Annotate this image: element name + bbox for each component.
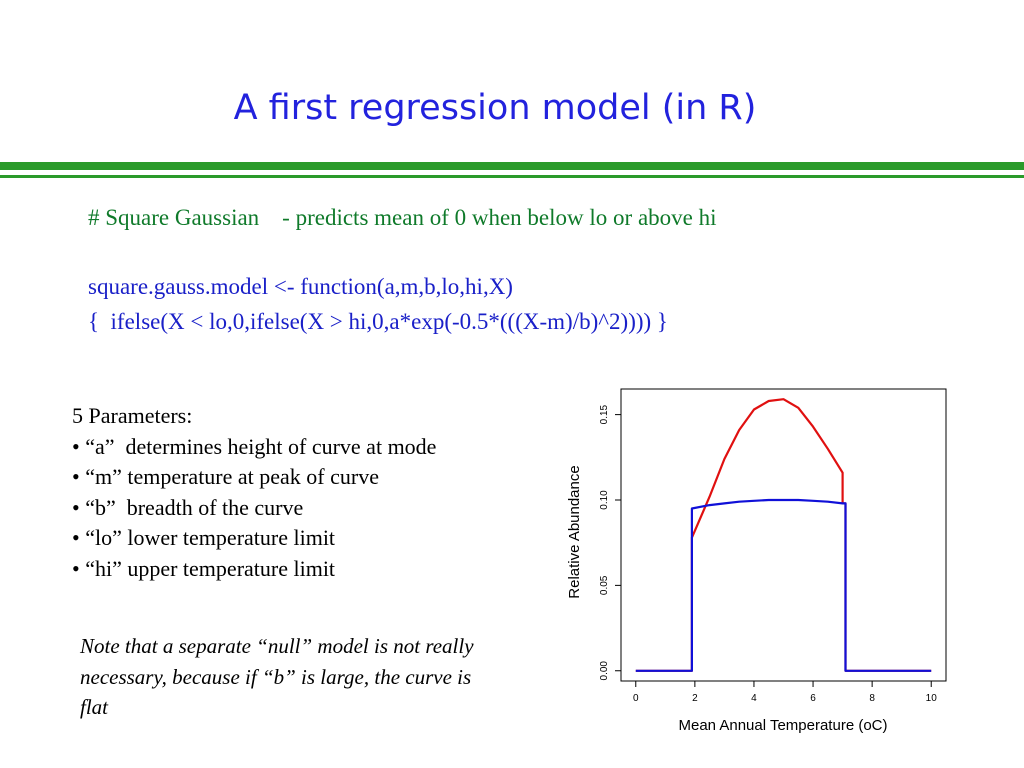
y-axis: 0.00 0.05 0.10 0.15 [599,404,622,681]
y-tick-label: 0.00 [599,661,610,681]
code-line-2: { ifelse(X < lo,0,ifelse(X > hi,0,a*exp(… [88,309,668,334]
param-lo: • “lo” lower temperature limit [72,525,336,550]
blue-series-line [635,498,932,672]
code-line-1: square.gauss.model <- function(a,m,b,lo,… [88,274,513,299]
x-tick-label: 4 [751,693,757,704]
x-axis: 0 2 4 6 8 10 [633,680,938,704]
x-tick-label: 2 [692,693,698,704]
slide-title: A first regression model (in R) [233,88,757,128]
y-tick-label: 0.10 [599,490,610,510]
x-tick-label: 0 [633,693,639,704]
note-text: Note that a separate “null” model is not… [80,634,474,719]
red-series-line [635,398,932,672]
x-tick-label: 8 [869,693,875,704]
param-a: • “a” determines height of curve at mode [72,433,437,459]
y-axis-label: Relative Abundance [566,465,583,598]
param-hi: • “hi” upper temperature limit [72,555,336,581]
plot-frame [620,388,947,682]
x-tick-label: 6 [810,693,816,704]
parameters-list: 5 Parameters: • “a” determines height of… [72,401,436,584]
title-rule-thin [0,175,1024,178]
y-tick-label: 0.15 [599,404,610,424]
title-rule-thick [0,162,1024,170]
y-tick-label: 0.05 [599,575,610,595]
parameters-heading: 5 Parameters: [72,403,193,428]
code-comment: # Square Gaussian - predicts mean of 0 w… [88,205,717,230]
x-tick-label: 10 [926,693,938,704]
param-m: • “m” temperature at peak of curve [72,464,379,489]
plot-lines [635,398,932,672]
param-b: • “b” breadth of the curve [72,494,304,520]
x-axis-label: Mean Annual Temperature (oC) [678,717,887,734]
